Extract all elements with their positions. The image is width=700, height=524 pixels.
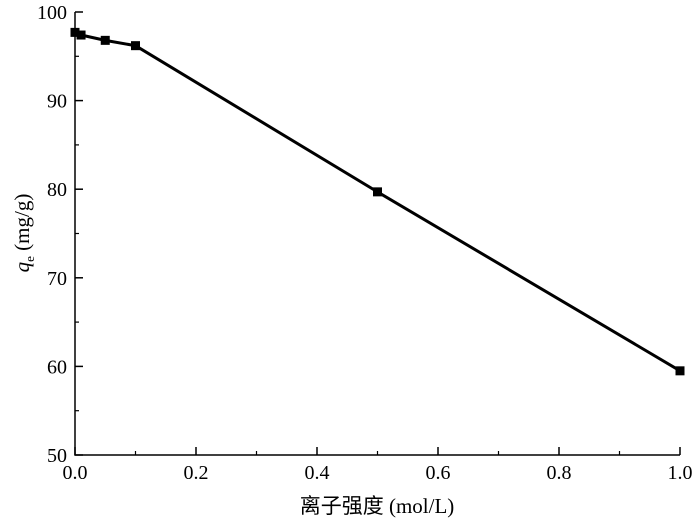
axis-frame xyxy=(74,12,680,456)
y-axis-unit: (mg/g) xyxy=(10,194,34,256)
tick-labels: 0.0 0.2 0.4 0.6 0.8 1.0 50 60 70 80 90 100 xyxy=(37,2,693,484)
y-tick-label: 50 xyxy=(47,445,67,467)
ticks xyxy=(74,11,681,456)
data-point xyxy=(70,27,80,37)
y-tick-label: 60 xyxy=(47,356,67,378)
y-tick-label: 100 xyxy=(37,2,67,24)
x-tick-label: 0.6 xyxy=(426,462,451,484)
y-tick-label: 90 xyxy=(47,91,67,113)
x-tick-label: 0.8 xyxy=(547,462,572,484)
data-series xyxy=(70,27,685,376)
y-tick-label: 80 xyxy=(47,179,67,201)
x-axis-title: 离子强度 (mol/L) xyxy=(300,494,455,518)
y-axis-symbol: q xyxy=(10,261,34,272)
data-point xyxy=(100,35,110,45)
data-point xyxy=(675,366,685,376)
axes xyxy=(74,12,680,456)
series-line xyxy=(74,31,681,373)
y-tick-label: 70 xyxy=(47,268,67,290)
y-axis-subscript: e xyxy=(22,256,37,262)
data-point xyxy=(131,41,140,51)
data-point xyxy=(373,187,382,197)
x-tick-label: 0.2 xyxy=(184,462,209,484)
x-tick-label: 1.0 xyxy=(668,462,693,484)
data-point xyxy=(76,30,86,40)
x-tick-label: 0.0 xyxy=(63,462,88,484)
x-tick-label: 0.4 xyxy=(305,462,330,484)
y-axis-title: qe (mg/g) xyxy=(10,194,37,273)
